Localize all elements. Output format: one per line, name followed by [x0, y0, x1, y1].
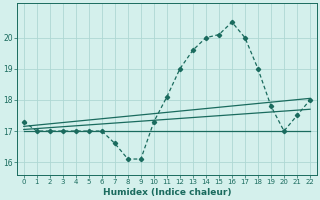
X-axis label: Humidex (Indice chaleur): Humidex (Indice chaleur): [103, 188, 231, 197]
